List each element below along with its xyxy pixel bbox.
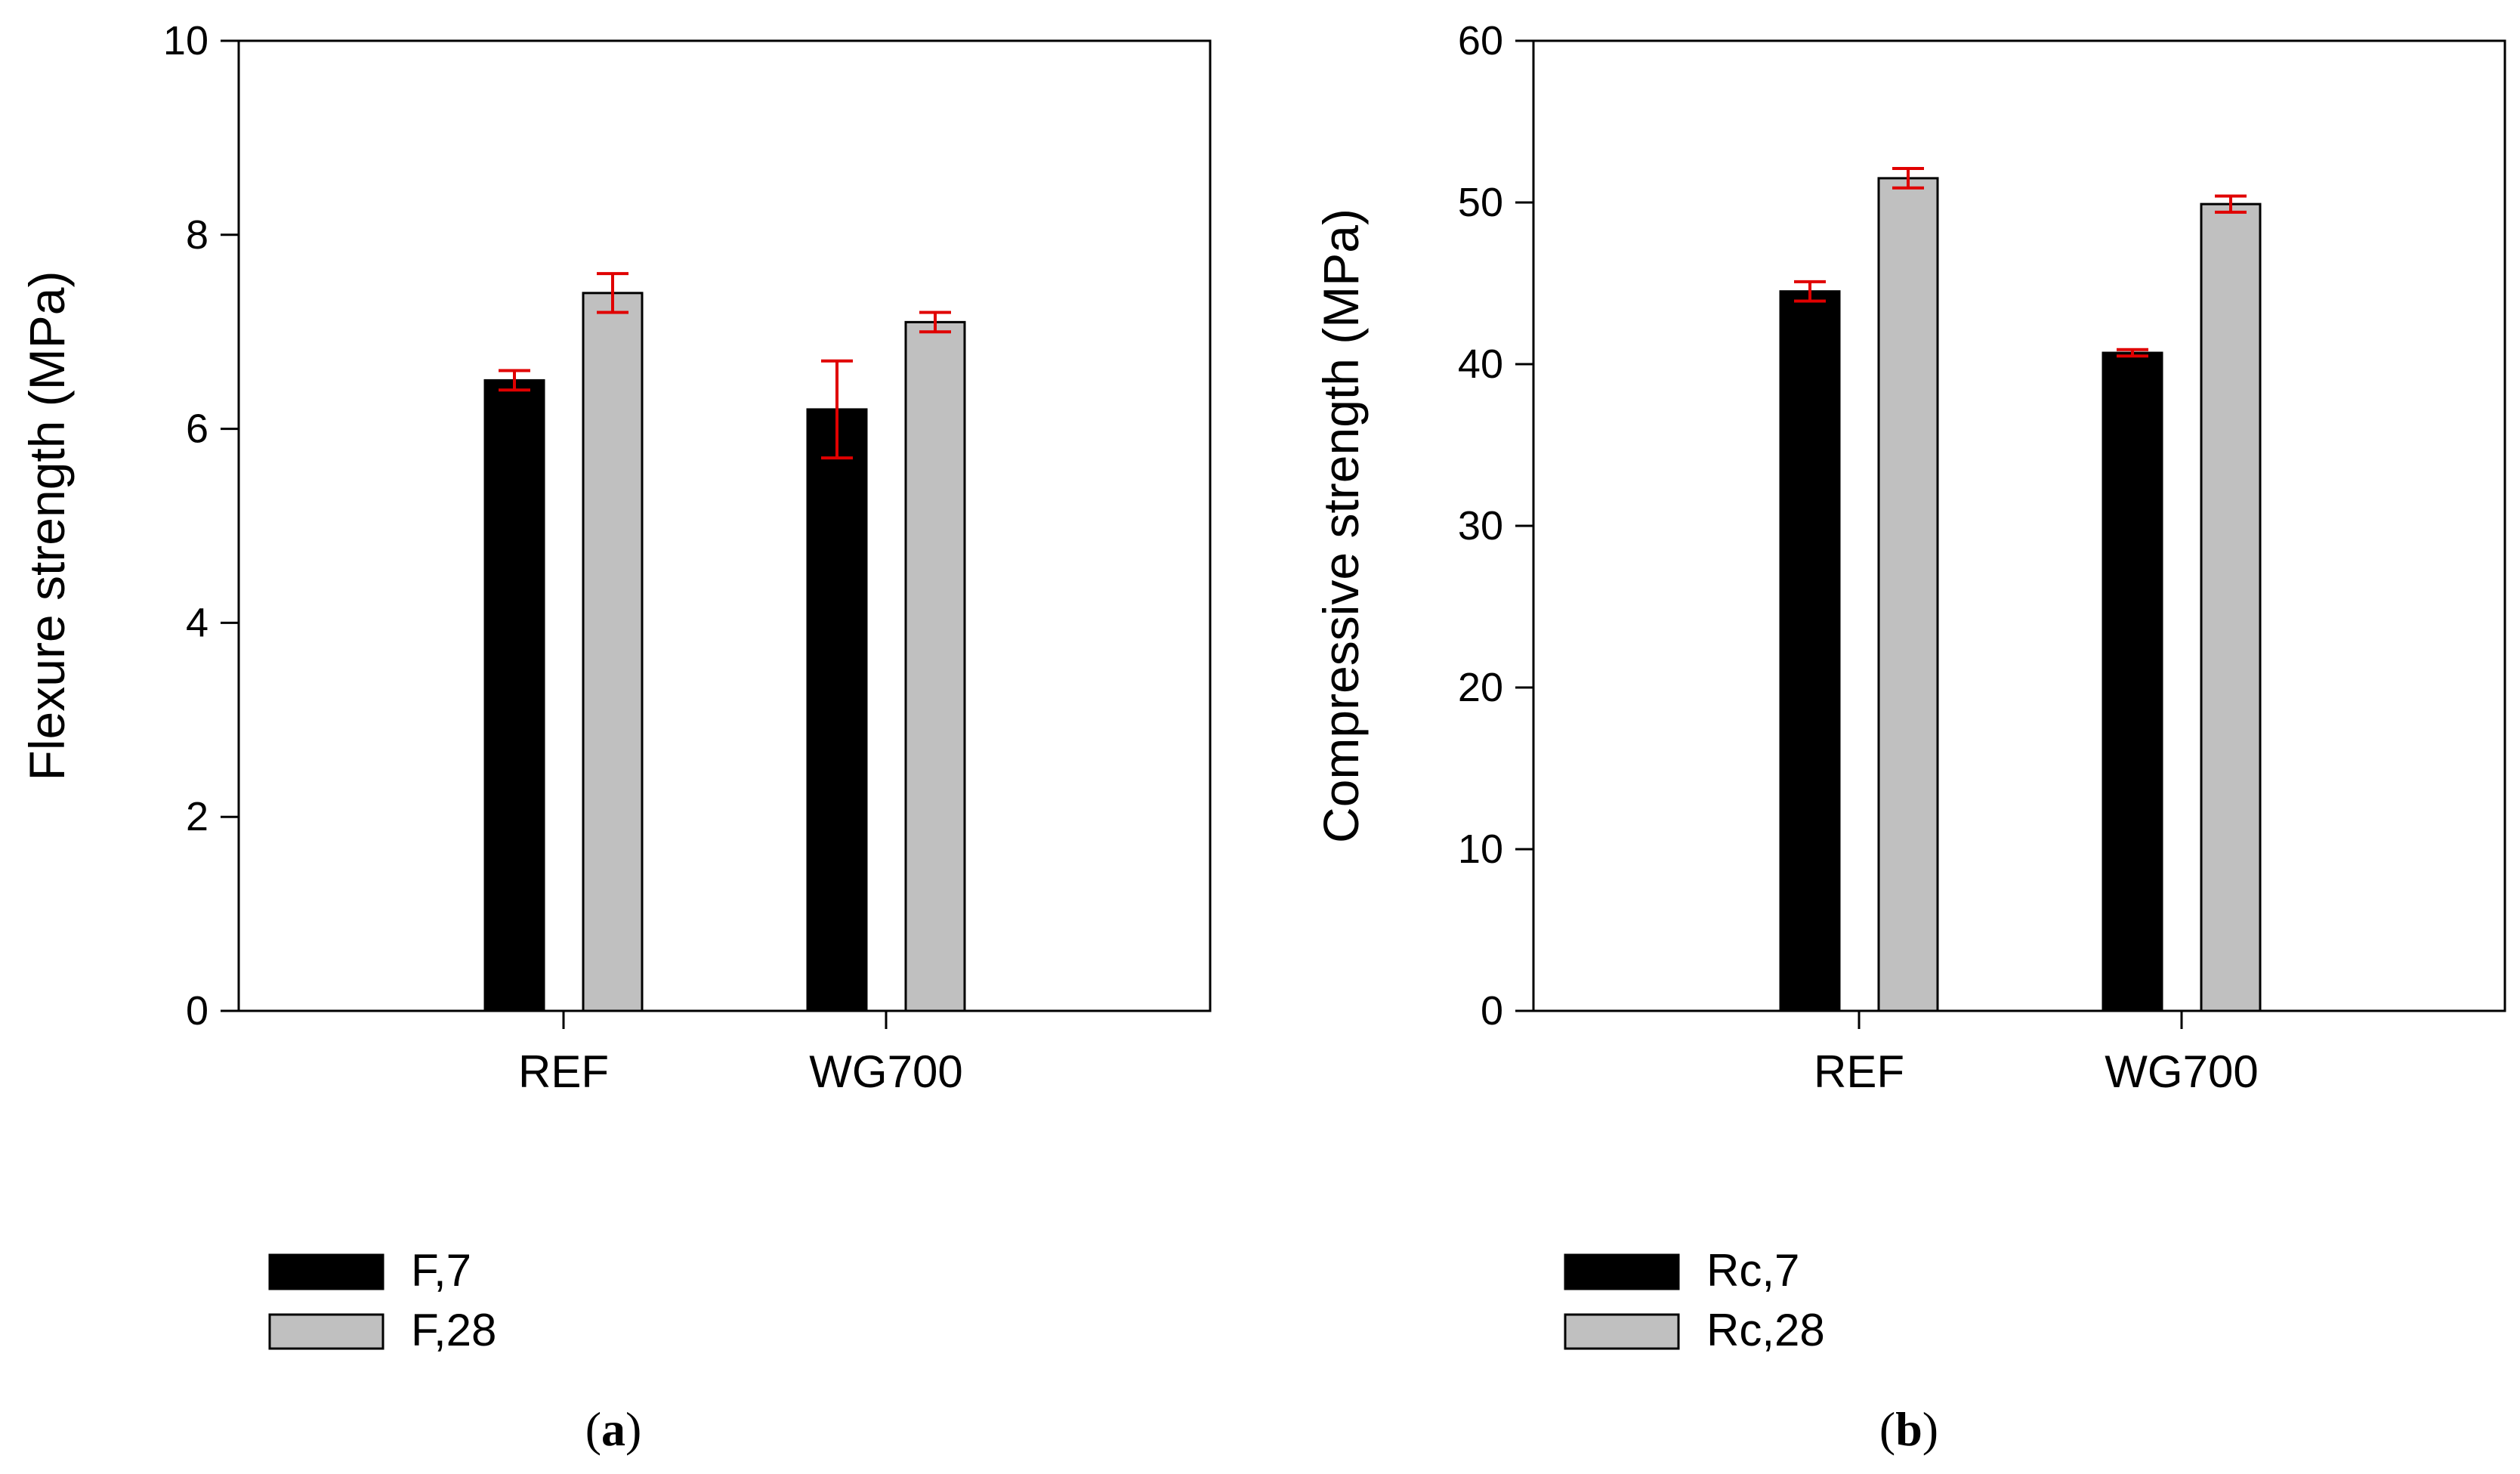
bar <box>1779 290 1841 1012</box>
legend-label: Rc,28 <box>1706 1305 1825 1355</box>
bar <box>2200 202 2262 1012</box>
x-tick-label: WG700 <box>809 1046 962 1097</box>
chart-panel-a: 0 2 4 6 8 10 Flexure strength (MPa) REF WG700 F,7… <box>19 18 1212 1456</box>
plot-frame <box>237 39 1212 1012</box>
x-tick-label: REF <box>518 1046 609 1097</box>
bar <box>2102 351 2163 1012</box>
bar <box>582 292 644 1012</box>
plot-frame <box>1532 39 2506 1012</box>
legend-label: F,28 <box>411 1305 496 1355</box>
y-tick-label: 50 <box>1458 180 1503 225</box>
y-tick-label: 4 <box>186 600 208 645</box>
y-tick-label: 10 <box>163 18 208 63</box>
x-tick-label: REF <box>1814 1046 1904 1097</box>
legend-swatch <box>1564 1253 1680 1290</box>
y-tick-label: 0 <box>186 988 208 1034</box>
y-axis-title: Flexure strength (MPa) <box>19 271 75 781</box>
y-tick-label: 30 <box>1458 503 1503 549</box>
y-tick-label: 60 <box>1458 18 1503 63</box>
legend-swatch <box>1564 1313 1680 1350</box>
y-tick-label: 8 <box>186 212 208 258</box>
legend: F,7 F,28 <box>268 1245 496 1355</box>
y-tick-label: 6 <box>186 406 208 452</box>
y-tick-label: 10 <box>1458 827 1503 872</box>
legend-swatch <box>268 1253 384 1290</box>
y-tick-label: 2 <box>186 794 208 839</box>
bar <box>904 320 966 1012</box>
y-tick-label: 0 <box>1481 988 1503 1034</box>
y-tick-label: 20 <box>1458 665 1503 710</box>
legend-label: F,7 <box>411 1245 471 1296</box>
y-axis-title: Compressive strength (MPa) <box>1313 209 1369 843</box>
y-tick-label: 40 <box>1458 341 1503 387</box>
bar <box>806 408 868 1012</box>
bar <box>483 379 545 1012</box>
panel-label: (a) <box>585 1402 642 1456</box>
legend: Rc,7 Rc,28 <box>1564 1245 1825 1355</box>
chart-panel-b: 0 10 20 30 40 50 60 Compressive strength (MPa) R… <box>1313 18 2506 1456</box>
x-tick-label: WG700 <box>2105 1046 2258 1097</box>
legend-swatch <box>268 1313 384 1350</box>
bar <box>1877 177 1939 1012</box>
panel-label: (b) <box>1879 1402 1938 1456</box>
legend-label: Rc,7 <box>1706 1245 1799 1296</box>
